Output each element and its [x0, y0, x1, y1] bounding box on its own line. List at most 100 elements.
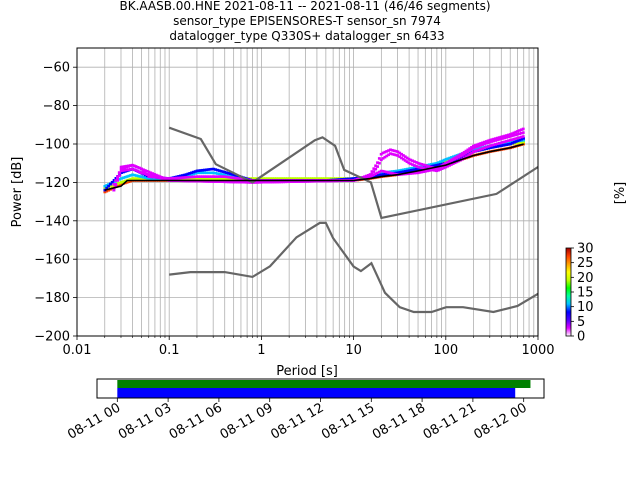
psd-cell	[228, 180, 232, 184]
psd-cell	[495, 136, 499, 140]
colorbar-tick-label: 15	[577, 286, 594, 301]
psd-cell	[232, 176, 236, 180]
psd-cell	[199, 175, 202, 178]
psd-cell	[390, 152, 394, 156]
psd-cell	[460, 154, 464, 157]
psd-cell	[127, 168, 131, 171]
psd-cell	[116, 175, 119, 178]
psd-cell	[486, 139, 490, 143]
psd-cell	[505, 143, 509, 146]
psd-cell	[273, 177, 277, 180]
psd-cell	[129, 177, 133, 181]
psd-cell	[324, 177, 328, 180]
psd-cell	[416, 161, 420, 165]
psd-cell	[131, 173, 135, 177]
psd-cell	[274, 177, 278, 180]
psd-cell	[501, 135, 505, 138]
psd-cell	[494, 143, 497, 146]
psd-cell	[380, 171, 383, 175]
title-line-3: datalogger_type Q330S+ datalogger_sn 643…	[169, 29, 444, 43]
psd-cell	[508, 138, 512, 142]
psd-cell	[132, 164, 136, 168]
psd-cell	[438, 168, 442, 171]
psd-cell	[147, 175, 151, 178]
psd-cell	[223, 177, 227, 180]
psd-cell	[507, 141, 511, 144]
psd-cell	[151, 172, 155, 175]
psd-cell	[199, 177, 203, 180]
psd-cell	[451, 162, 455, 165]
psd-cell	[188, 172, 192, 175]
psd-cell	[498, 144, 501, 148]
psd-cell	[352, 177, 356, 180]
psd-cell	[291, 180, 295, 183]
psd-cell	[427, 165, 431, 168]
psd-cell	[468, 153, 472, 156]
psd-cell	[516, 132, 520, 136]
psd-cell	[120, 180, 123, 184]
psd-cell	[366, 174, 370, 177]
psd-cell	[213, 180, 217, 183]
psd-cell	[189, 175, 193, 179]
psd-cell	[201, 177, 205, 180]
psd-cell	[422, 170, 426, 173]
psd-cell	[332, 177, 336, 180]
psd-cell	[208, 180, 212, 183]
psd-cell	[309, 177, 313, 180]
psd-cell	[171, 177, 175, 180]
psd-cell	[112, 178, 116, 182]
psd-cell	[178, 176, 182, 180]
colorbar-tick-label: 25	[577, 256, 594, 271]
psd-cell	[130, 163, 134, 167]
psd-cell	[439, 160, 442, 163]
psd-cell	[468, 149, 472, 152]
psd-cell	[206, 175, 210, 178]
psd-cell	[516, 129, 520, 133]
psd-cell	[184, 173, 188, 176]
psd-cell	[374, 172, 378, 176]
psd-cell	[147, 177, 151, 180]
psd-cell	[120, 177, 123, 180]
psd-cell	[156, 174, 160, 178]
y-tick-label: −140	[34, 214, 70, 229]
psd-cell	[121, 170, 125, 174]
psd-cell	[103, 190, 107, 194]
psd-cell	[427, 163, 431, 167]
psd-cell	[374, 167, 378, 171]
psd-cell	[514, 141, 518, 145]
y-tick-label: −100	[34, 138, 70, 153]
grid	[77, 48, 538, 337]
psd-cell	[212, 167, 216, 171]
timeline-bar	[117, 388, 516, 398]
psd-cell	[147, 173, 151, 177]
psd-cell	[121, 176, 125, 180]
psd-cell	[512, 137, 516, 141]
psd-cell	[387, 171, 391, 174]
psd-cell	[466, 150, 470, 154]
psd-cell	[519, 128, 523, 132]
psd-cell	[117, 174, 121, 177]
psd-cell	[471, 146, 475, 150]
psd-cell	[381, 173, 385, 176]
psd-cell	[388, 171, 392, 175]
psd-cell	[107, 184, 111, 188]
psd-cell	[503, 136, 507, 140]
psd-cell	[114, 179, 118, 182]
psd-cell	[383, 172, 387, 176]
psd-cell	[103, 186, 107, 190]
psd-cell	[144, 176, 147, 180]
psd-cell	[204, 168, 208, 172]
psd-cell	[271, 177, 275, 180]
psd-cell	[256, 181, 260, 184]
psd-cell	[128, 168, 132, 171]
psd-cell	[116, 177, 119, 180]
psd-cell	[201, 168, 205, 172]
psd-cell	[136, 177, 140, 180]
psd-cell	[243, 180, 247, 184]
psd-cell	[278, 177, 282, 180]
psd-cell	[383, 150, 387, 154]
psd-cell	[298, 180, 302, 183]
psd-cell	[123, 168, 127, 172]
x-tick-label: 100	[433, 343, 458, 358]
